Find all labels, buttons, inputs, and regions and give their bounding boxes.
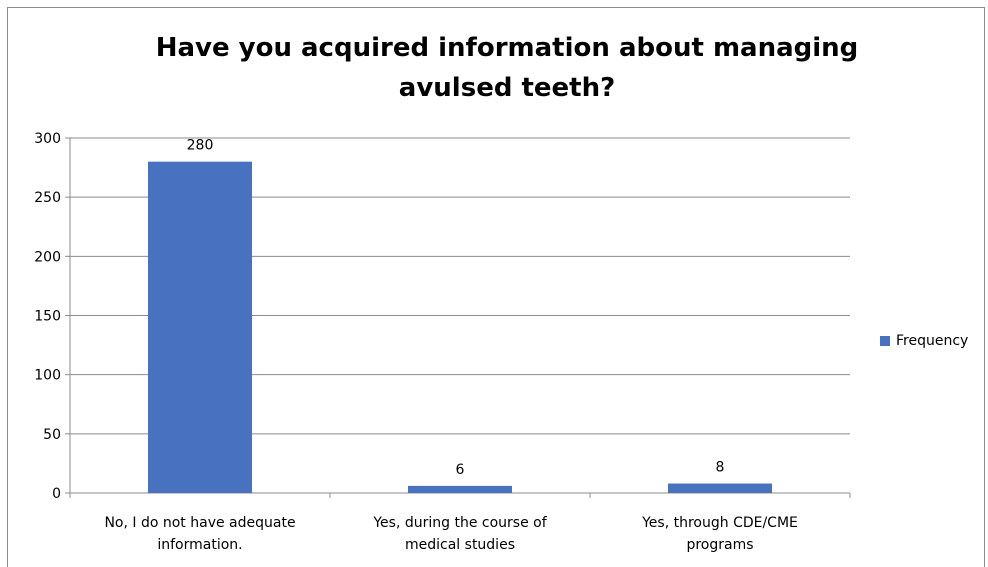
y-tick-label: 300 [34, 131, 61, 147]
x-category-label-line: information. [157, 537, 242, 553]
data-label-3: 8 [716, 460, 725, 476]
chart-frame [7, 7, 985, 567]
x-category-label-3: Yes, through CDE/CME programs [641, 515, 798, 553]
legend-swatch-frequency [880, 336, 890, 346]
x-category-label-line: medical studies [405, 537, 515, 553]
chart-title-line-1: Have you acquired information about mana… [155, 33, 859, 63]
bar-1 [148, 161, 252, 493]
data-label-1: 280 [187, 138, 214, 154]
bar-2 [408, 485, 512, 493]
x-category-label-line: Yes, during the course of [372, 515, 547, 531]
bar-3 [668, 483, 772, 493]
x-category-label-2: Yes, during the course of medical studies [372, 515, 547, 553]
legend-label-frequency: Frequency [896, 333, 969, 349]
x-category-label-1: No, I do not have adequate information. [104, 515, 295, 553]
x-category-label-line: Yes, through CDE/CME [641, 515, 798, 531]
chart-title: Have you acquired information about mana… [0, 28, 988, 108]
data-label-2: 6 [456, 462, 465, 478]
y-tick-label: 50 [43, 427, 61, 443]
x-category-label-line: programs [686, 537, 753, 553]
y-tick-label: 150 [34, 309, 61, 325]
y-tick-label: 200 [34, 249, 61, 265]
chart-title-line-2: avulsed teeth? [398, 73, 616, 103]
legend: Frequency [880, 333, 968, 349]
y-tick-label: 250 [34, 190, 61, 206]
x-category-label-line: No, I do not have adequate [104, 515, 295, 531]
y-tick-label: 100 [34, 368, 61, 384]
y-tick-label: 0 [52, 486, 61, 502]
